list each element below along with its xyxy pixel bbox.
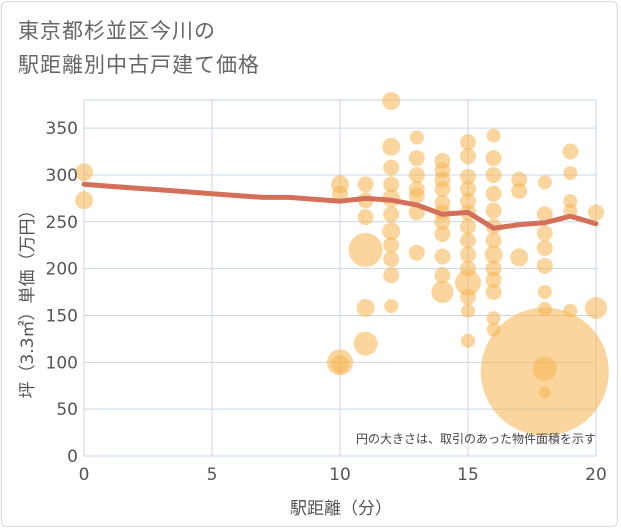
x-tick-label: 5	[207, 465, 218, 485]
bubble-point	[382, 222, 401, 241]
y-tick-label: 300	[46, 166, 78, 186]
bubble-point	[536, 225, 553, 242]
x-axis-label: 駅距離（分）	[290, 499, 392, 519]
bubble-point	[460, 134, 476, 151]
bubble-point	[486, 311, 501, 326]
bubble-point	[537, 301, 552, 316]
bubble-point	[537, 175, 552, 190]
bubble-point	[536, 206, 553, 223]
y-tick-label: 250	[46, 213, 78, 233]
x-tick-label: 15	[457, 465, 479, 485]
bubble-point	[485, 284, 502, 301]
bubble-point	[537, 285, 552, 300]
bubble-point	[563, 303, 578, 318]
bubble-point	[331, 355, 349, 374]
bubble-point	[357, 176, 374, 193]
bubble-point	[434, 225, 451, 242]
x-tick-label: 20	[585, 465, 607, 485]
bubble-point	[455, 269, 481, 296]
bubble-point	[332, 185, 348, 202]
bubble-point	[382, 137, 401, 156]
bubble-point	[511, 182, 528, 199]
bubble-point	[485, 271, 502, 288]
bubble-point	[461, 333, 475, 348]
bubble-point	[356, 298, 375, 317]
bubble-point	[408, 150, 425, 167]
bubble-point	[383, 237, 400, 254]
bubble-point	[460, 218, 476, 235]
bubble-point	[563, 166, 578, 181]
bubble-point	[357, 209, 374, 226]
y-axis-label: 坪（3.3㎡）単価（万円）	[18, 201, 38, 398]
bubble-point	[434, 181, 451, 197]
y-tick-label: 200	[46, 260, 78, 280]
bubble-point	[408, 187, 425, 204]
x-tick-label: 10	[329, 465, 351, 485]
bubble-point	[353, 331, 378, 356]
bubble-point	[460, 168, 476, 185]
bubble-point	[383, 251, 400, 268]
bubble-point	[511, 171, 528, 188]
y-tick-label: 100	[46, 353, 78, 373]
bubble-point	[383, 267, 400, 284]
bubble-point	[485, 150, 502, 167]
bubble-point	[485, 202, 502, 219]
size-note: 円の大きさは、取引のあった物件面積を示す	[356, 431, 596, 446]
chart-title: 東京都杉並区今川の 駅距離別中古戸建て価格	[18, 14, 260, 82]
y-tick-label: 150	[46, 306, 78, 326]
bubble-point	[588, 204, 604, 221]
bubble-point	[484, 245, 503, 264]
bubble-series	[75, 91, 609, 436]
bubble-point	[434, 267, 451, 284]
y-tick-label: 0	[67, 447, 78, 467]
bubble-point	[408, 244, 425, 261]
bubble-point	[486, 322, 501, 337]
bubble-point	[460, 246, 476, 263]
bubble-point	[532, 356, 557, 381]
bubble-point	[382, 91, 401, 110]
bubble-point	[408, 166, 425, 183]
bubble-point	[460, 148, 476, 165]
bubble-point	[485, 260, 502, 277]
bubble-point	[460, 181, 476, 197]
x-tick-label: 0	[79, 465, 90, 485]
bubble-point	[510, 248, 529, 267]
bubble-point	[536, 257, 553, 274]
chart-title-line-1: 東京都杉並区今川の	[18, 19, 216, 43]
bubble-point	[562, 143, 579, 160]
x-tick-labels: 0 5 10 15 20	[79, 465, 607, 485]
bubble-point	[485, 166, 502, 183]
bubble-point	[75, 163, 93, 182]
bubble-point	[485, 232, 502, 249]
y-tick-label: 50	[56, 400, 78, 420]
bubble-point	[409, 130, 424, 145]
chart-title-line-2: 駅距離別中古戸建て価格	[18, 53, 260, 77]
bubble-point	[485, 185, 502, 202]
bubble-point	[563, 203, 578, 218]
y-tick-label: 350	[46, 119, 78, 139]
bubble-point	[383, 206, 400, 223]
trend-line	[81, 181, 599, 231]
bubble-point	[536, 240, 553, 257]
bubble-point	[460, 288, 476, 305]
bubble-point	[538, 386, 551, 399]
bubble-point	[434, 248, 451, 265]
bubble-point	[383, 176, 400, 193]
bubble-point	[431, 281, 454, 304]
bubble-point	[75, 191, 93, 210]
y-tick-labels: 0 50 100 150 200 250 300 350	[46, 119, 78, 467]
bubble-point	[434, 213, 451, 230]
bubble-point	[461, 303, 475, 318]
bubble-point	[383, 159, 400, 176]
bubble-point	[585, 296, 607, 319]
bubble-point	[348, 232, 383, 267]
bubble-point	[460, 232, 476, 249]
bubble-point	[460, 193, 476, 210]
bubble-point	[460, 260, 476, 277]
bubble-point	[486, 128, 501, 143]
bubble-point	[384, 299, 399, 314]
